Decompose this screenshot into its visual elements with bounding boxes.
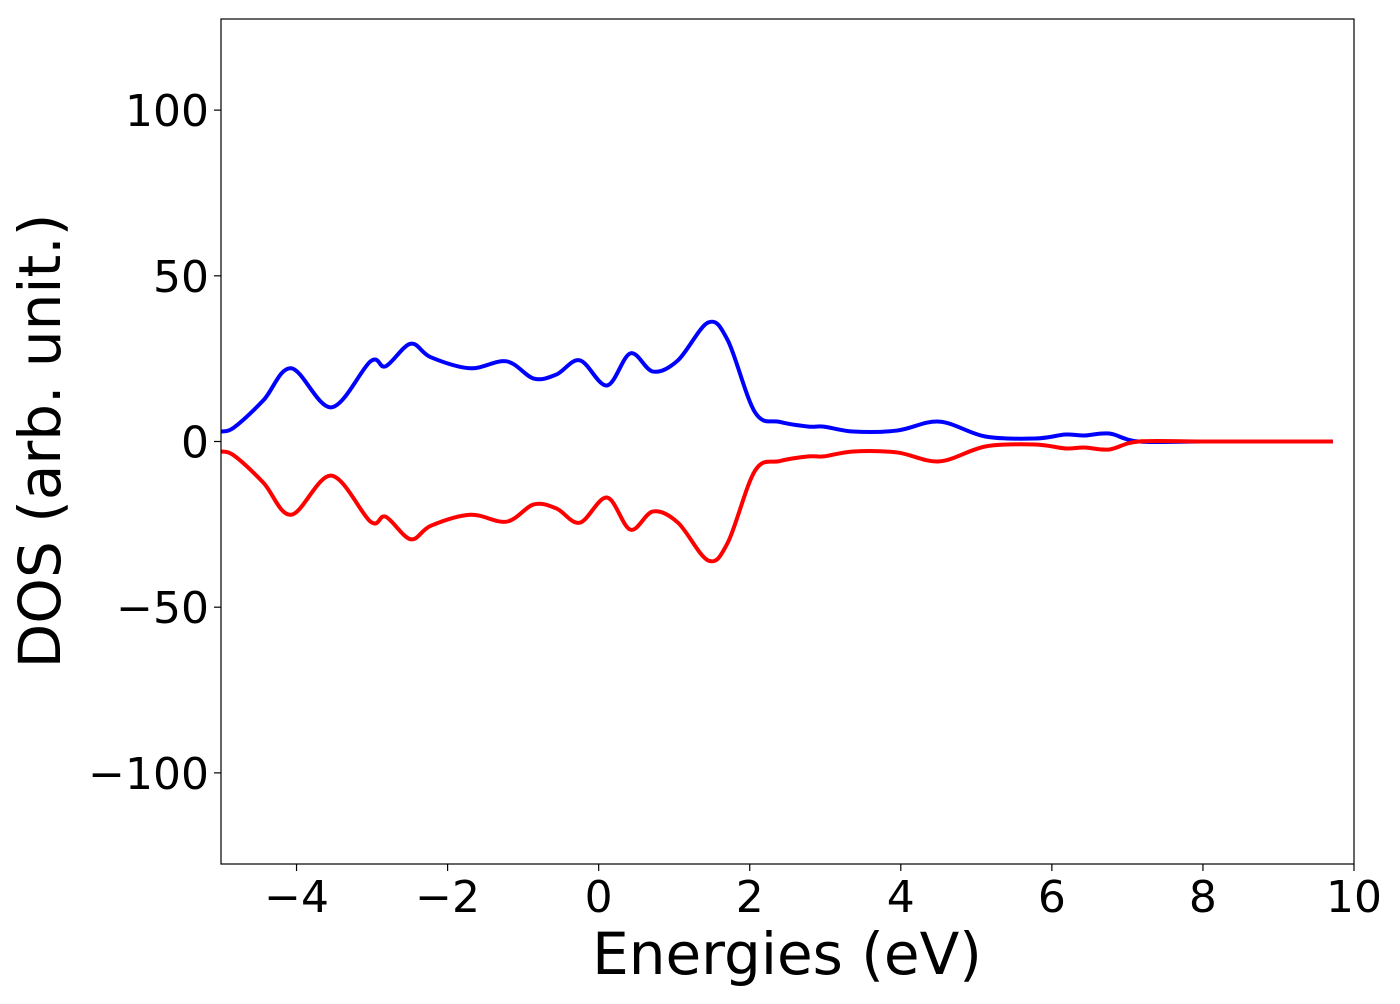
x-tick-label: 10 — [1326, 872, 1382, 923]
x-tick-label: 0 — [585, 872, 613, 923]
x-tick-label: 2 — [736, 872, 764, 923]
y-tick-label: 100 — [125, 86, 209, 137]
x-axis: −4 −2 0 2 4 6 8 10 — [264, 864, 1382, 923]
x-tick-label: −4 — [264, 872, 329, 923]
y-tick-label: −50 — [116, 583, 209, 634]
x-tick-label: 8 — [1189, 872, 1217, 923]
x-axis-label: Energies (eV) — [592, 920, 982, 988]
y-axis: −100 −50 0 50 100 — [88, 86, 221, 800]
y-tick-label: 0 — [181, 418, 209, 469]
x-tick-label: 4 — [887, 872, 915, 923]
series-line-spin-down — [221, 438, 1333, 564]
y-tick-label: −100 — [88, 749, 209, 800]
y-axis-label: DOS (arb. unit.) — [6, 214, 74, 669]
x-tick-label: 6 — [1038, 872, 1066, 923]
y-tick-label: 50 — [153, 252, 209, 303]
series-line-spin-up — [221, 319, 1333, 445]
x-tick-label: −2 — [415, 872, 480, 923]
series-layer — [221, 319, 1333, 564]
